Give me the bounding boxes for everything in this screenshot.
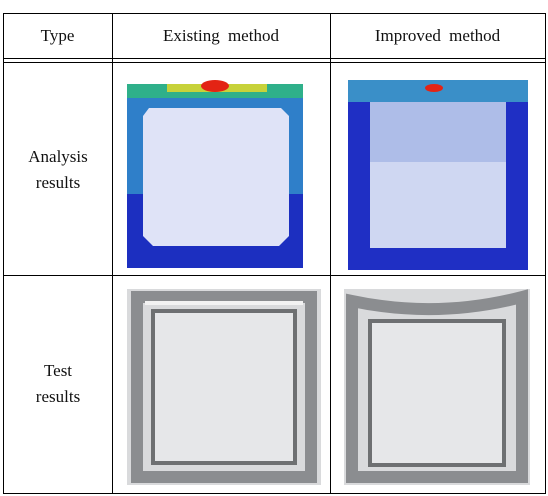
row-label: Test results [22, 358, 94, 410]
rule [3, 62, 545, 63]
header-cell: Existing method [112, 23, 330, 49]
header-cell: Improved method [330, 23, 545, 49]
rule [3, 13, 4, 494]
rule [330, 13, 331, 494]
header-cell: Type [3, 23, 112, 49]
rule [3, 275, 545, 276]
table-page: Type Existing method Improved method Ana… [0, 0, 548, 496]
row-label: Analysis results [22, 144, 94, 196]
rule [3, 13, 545, 14]
test-image-existing [127, 289, 321, 485]
analysis-image-improved [346, 78, 530, 272]
rule [3, 493, 545, 494]
rule [112, 13, 113, 494]
rule [3, 58, 545, 59]
rule [545, 13, 546, 494]
analysis-image-existing [127, 80, 307, 272]
test-image-improved [344, 289, 530, 485]
